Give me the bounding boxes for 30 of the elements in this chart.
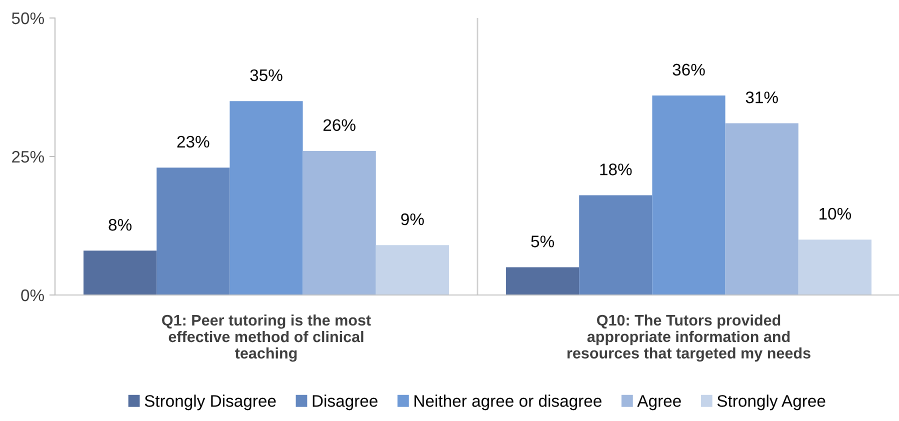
bar — [230, 101, 303, 295]
data-label: 5% — [531, 236, 554, 248]
bar — [376, 245, 449, 295]
legend-label: Strongly Disagree — [144, 394, 276, 410]
x-tick-label: Q1: Peer tutoring is the most effective method of clinical teaching — [162, 314, 371, 362]
data-label: 36% — [672, 64, 705, 76]
y-tick-label: 0% — [21, 289, 44, 302]
bar — [579, 195, 652, 295]
bar — [156, 168, 230, 295]
bar — [84, 250, 157, 295]
legend-label: Neither agree or disagree — [414, 394, 602, 410]
x-tick-label: Q10: The Tutors provided appropriate information and resources that targeted my needs — [568, 314, 810, 362]
bar — [798, 240, 872, 295]
legend-label: Strongly Agree — [717, 394, 826, 410]
y-tick-label: 25% — [12, 150, 44, 163]
data-label: 26% — [324, 119, 356, 131]
data-label: 9% — [401, 213, 424, 226]
data-label: 18% — [600, 164, 632, 176]
bar — [506, 267, 580, 295]
data-label: 10% — [820, 208, 852, 220]
data-label: 35% — [250, 69, 282, 82]
data-label: 31% — [746, 91, 778, 104]
bar — [652, 96, 726, 295]
data-label: 23% — [177, 136, 210, 148]
data-label: 8% — [108, 218, 132, 231]
bar — [302, 150, 376, 295]
bar — [725, 123, 798, 295]
y-tick-label: 50% — [12, 12, 44, 24]
legend-label: Disagree — [312, 394, 378, 410]
legend-label: Agree — [637, 395, 681, 410]
